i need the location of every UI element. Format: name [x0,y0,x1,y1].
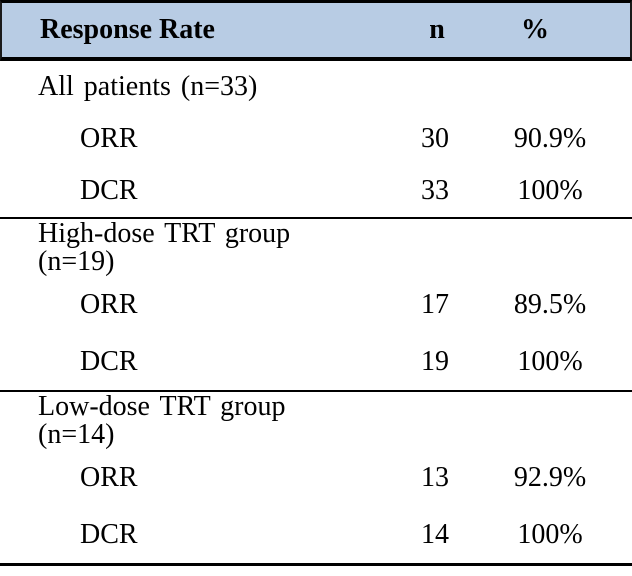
table-row-orr: ORR 17 89.5% [0,276,632,333]
section-title: High-dose TRT group (n=19) [38,217,291,277]
table-row-dcr: DCR 19 100% [0,333,632,390]
section-low-dose: Low-dose TRT group (n=14) ORR 13 92.9% D… [0,392,632,566]
table-row-dcr: DCR 14 100% [0,506,632,563]
table-row-orr: ORR 30 90.9% [0,113,632,165]
section-title: All patients (n=33) [38,71,258,102]
row-label: DCR [80,175,138,206]
header-response-rate: Response Rate [40,14,215,45]
section-all-patients: All patients (n=33) ORR 30 90.9% DCR 33 … [0,61,632,219]
row-pct-value: 100% [517,518,583,550]
row-n-value: 30 [421,123,449,154]
row-label: DCR [80,345,138,377]
header-percent: % [521,14,549,45]
row-pct-value: 90.9% [513,123,587,154]
section-title-row: Low-dose TRT group (n=14) [0,392,632,449]
section-title-row: All patients (n=33) [0,61,632,113]
row-label: DCR [80,518,138,550]
row-pct-value: 100% [517,345,583,377]
row-pct-value: 100% [517,175,583,206]
table-row-orr: ORR 13 92.9% [0,449,632,506]
table-row-dcr: DCR 33 100% [0,165,632,217]
row-label: ORR [80,288,138,320]
section-title-row: High-dose TRT group (n=19) [0,219,632,276]
row-label: ORR [80,123,138,154]
row-n-value: 13 [421,461,449,493]
section-title: Low-dose TRT group (n=14) [38,390,286,450]
row-n-value: 14 [421,518,449,550]
table-header-row: Response Rate n % [0,0,632,61]
section-high-dose: High-dose TRT group (n=19) ORR 17 89.5% … [0,219,632,392]
header-n: n [429,14,445,45]
row-n-value: 19 [421,345,449,377]
row-pct-value: 89.5% [513,288,587,320]
row-n-value: 17 [421,288,449,320]
row-n-value: 33 [421,175,449,206]
row-label: ORR [80,461,138,493]
row-pct-value: 92.9% [513,461,587,493]
